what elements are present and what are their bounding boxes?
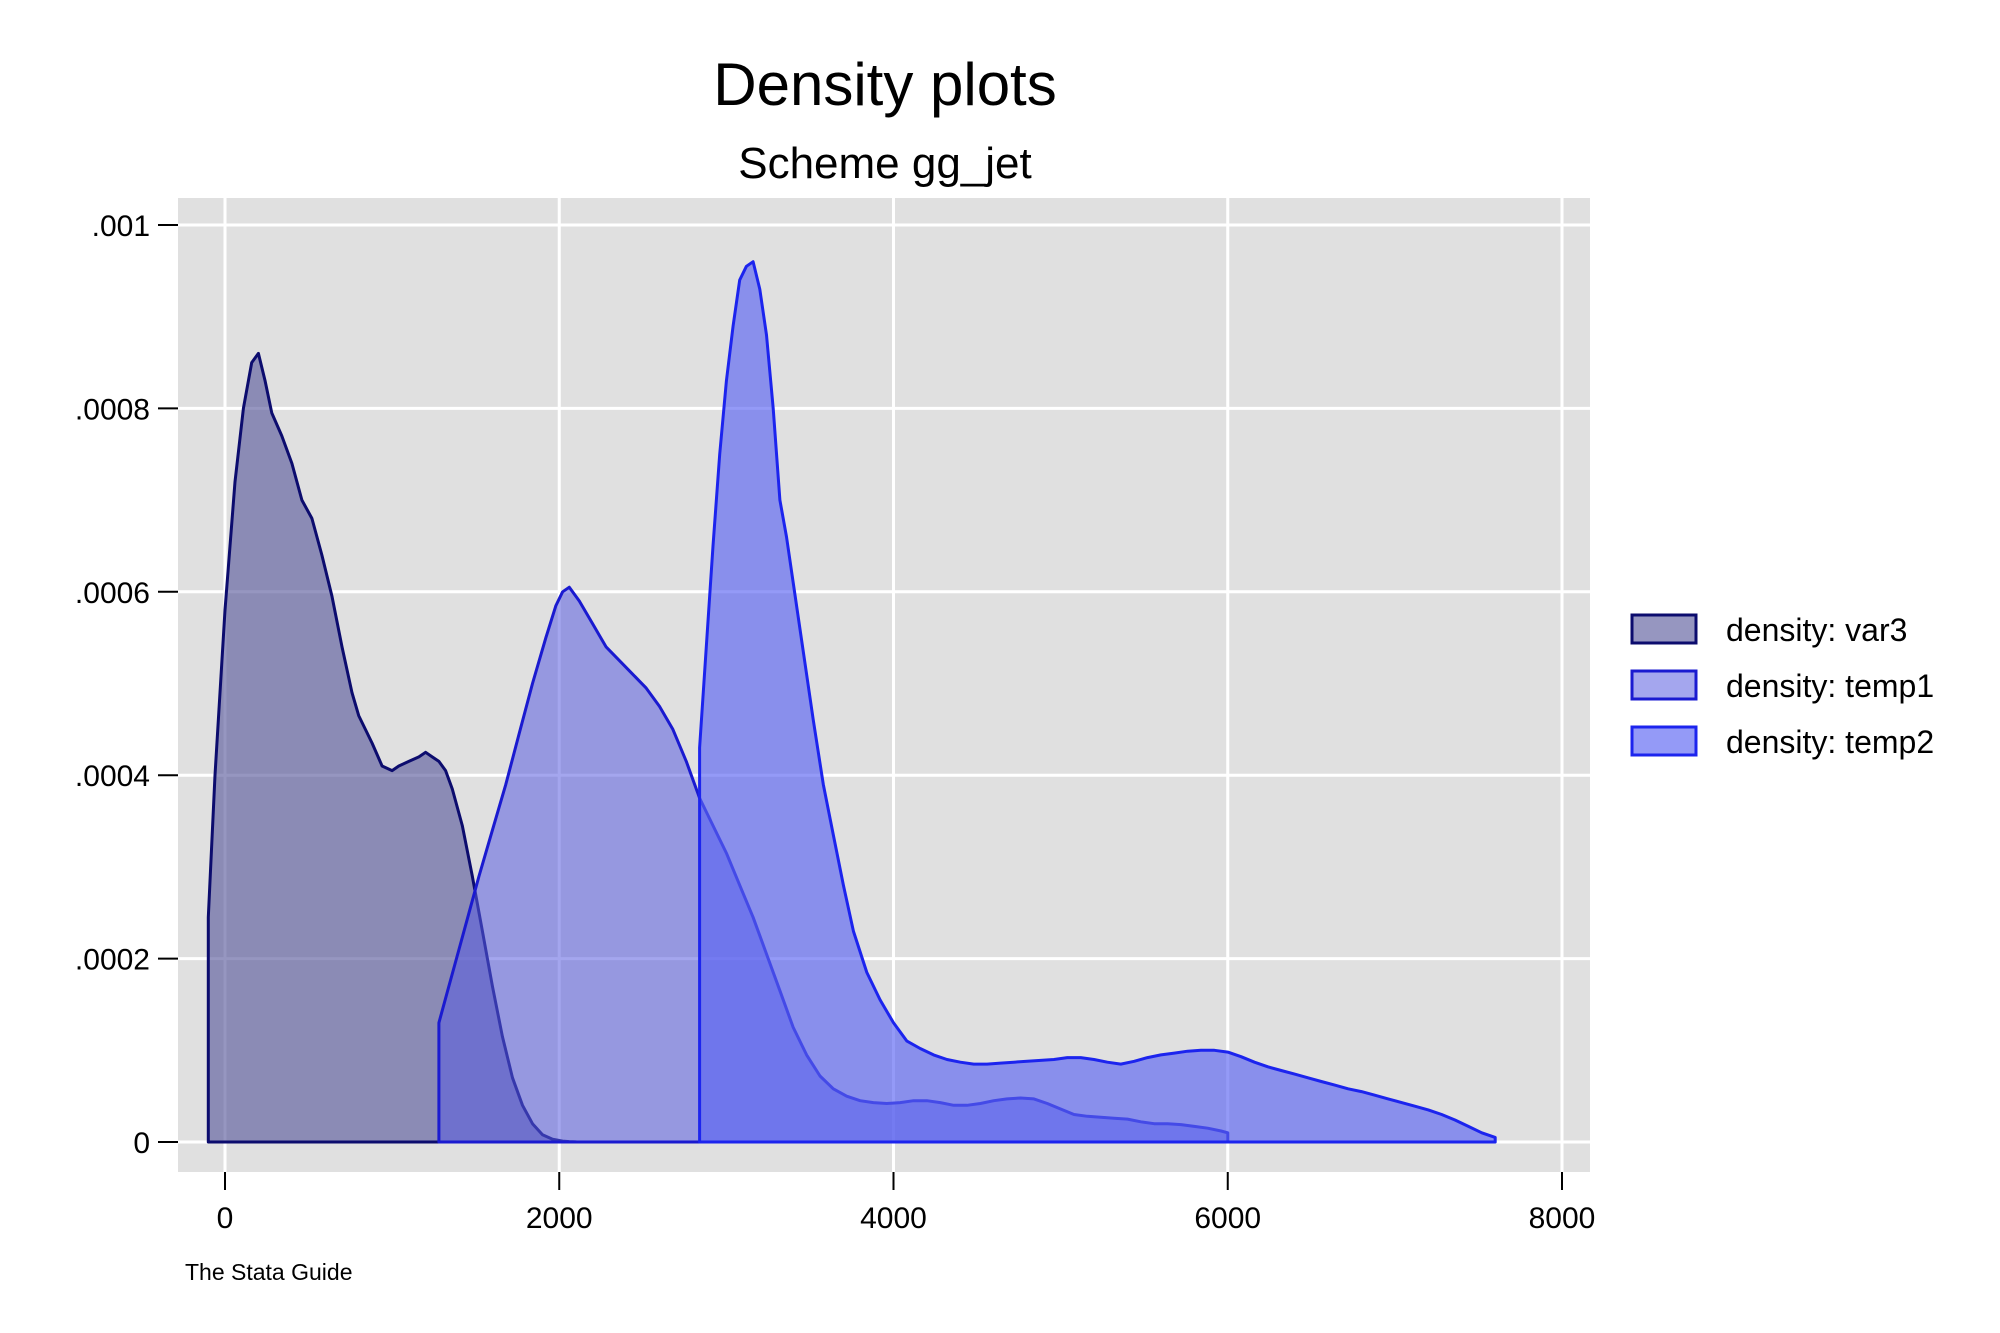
y-tick-label-4: .0008: [75, 393, 150, 426]
legend-swatch-1: [1630, 669, 1698, 701]
y-tick-label-1: .0002: [75, 944, 150, 977]
legend: density: var3 density: temp1 density: temp…: [1630, 612, 1934, 760]
chart-note: The Stata Guide: [185, 1259, 353, 1285]
x-tick-label-0: 0: [217, 1202, 234, 1235]
legend-label-1: density: temp1: [1726, 668, 1934, 704]
axes: 0 .0002 .0004 .0006 .0008 .001 0 2000 4000 6000 80…: [75, 210, 1595, 1235]
series-areas: [206, 260, 1497, 1144]
x-tick-label-4: 8000: [1529, 1202, 1596, 1235]
legend-swatch-2: [1630, 725, 1698, 757]
x-tick-label-3: 6000: [1194, 1202, 1261, 1235]
x-tick-label-1: 2000: [526, 1202, 593, 1235]
legend-swatch-0: [1630, 613, 1698, 645]
y-tick-label-0: 0: [133, 1127, 150, 1160]
legend-label-0: density: var3: [1726, 612, 1907, 648]
y-tick-label-5: .001: [92, 210, 150, 243]
legend-label-2: density: temp2: [1726, 724, 1934, 760]
series-area-2: [698, 260, 1497, 1144]
x-tick-label-2: 4000: [860, 1202, 927, 1235]
y-tick-label-2: .0004: [75, 760, 150, 793]
chart-subtitle: Scheme gg_jet: [738, 139, 1032, 188]
chart-title: Density plots: [713, 51, 1056, 118]
y-tick-label-3: .0006: [75, 577, 150, 610]
